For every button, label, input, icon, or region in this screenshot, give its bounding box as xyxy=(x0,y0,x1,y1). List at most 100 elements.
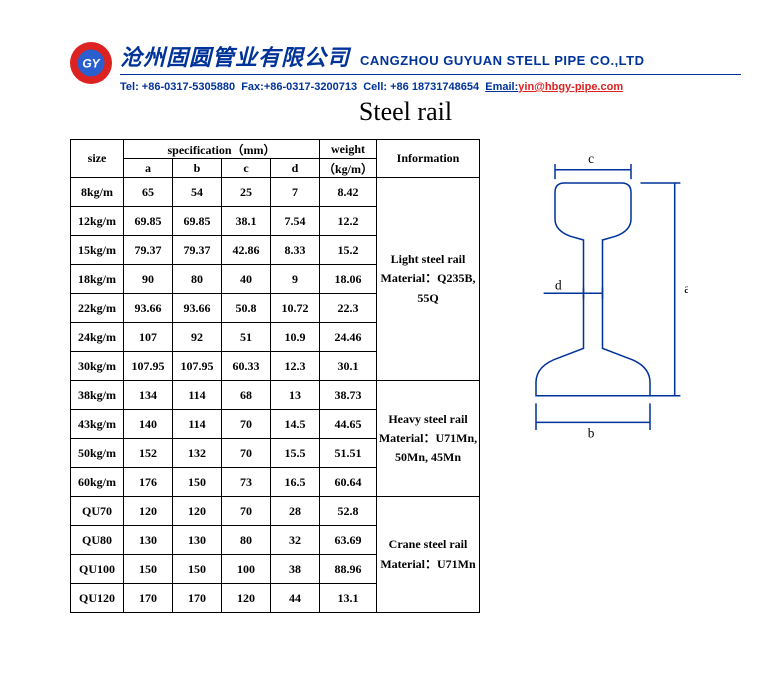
cell-c: 70 xyxy=(222,497,271,526)
cell-b: 114 xyxy=(173,381,222,410)
cell-size: 15kg/m xyxy=(71,236,124,265)
cell-w: 88.96 xyxy=(320,555,377,584)
cell-size: 30kg/m xyxy=(71,352,124,381)
cell-c: 120 xyxy=(222,584,271,613)
cell-a: 107.95 xyxy=(124,352,173,381)
cell-b: 93.66 xyxy=(173,294,222,323)
cell-w: 38.73 xyxy=(320,381,377,410)
rail-diagram: c a d b xyxy=(498,145,688,454)
cell-b: 80 xyxy=(173,265,222,294)
dim-label-b: b xyxy=(588,426,595,441)
cell-a: 79.37 xyxy=(124,236,173,265)
info-cell: Light steel railMaterial：Q235B,55Q xyxy=(377,178,480,381)
svg-text:GY: GY xyxy=(82,57,100,71)
cell-b: 114 xyxy=(173,410,222,439)
cell-b: 54 xyxy=(173,178,222,207)
cell-c: 51 xyxy=(222,323,271,352)
cell-w: 12.2 xyxy=(320,207,377,236)
th-spec: specification（mm） xyxy=(124,140,320,159)
cell-c: 42.86 xyxy=(222,236,271,265)
page-title: Steel rail xyxy=(70,97,741,127)
cell-b: 69.85 xyxy=(173,207,222,236)
th-c: c xyxy=(222,159,271,178)
cell-b: 107.95 xyxy=(173,352,222,381)
info-cell: Crane steel railMaterial：U71Mn xyxy=(377,497,480,613)
company-name-cn: 沧州固圆管业有限公司 xyxy=(120,40,350,72)
cell-c: 25 xyxy=(222,178,271,207)
company-name-en: CANGZHOU GUYUAN STELL PIPE CO.,LTD xyxy=(360,53,644,68)
cell-d: 13 xyxy=(271,381,320,410)
cell-b: 92 xyxy=(173,323,222,352)
cell-b: 170 xyxy=(173,584,222,613)
cell-size: QU120 xyxy=(71,584,124,613)
cell-w: 60.64 xyxy=(320,468,377,497)
cell-d: 15.5 xyxy=(271,439,320,468)
table-row: 38kg/m134114681338.73Heavy steel railMat… xyxy=(71,381,480,410)
cell-w: 15.2 xyxy=(320,236,377,265)
table-row: QU70120120702852.8Crane steel railMateri… xyxy=(71,497,480,526)
th-weight-2: （kg/m） xyxy=(320,159,377,178)
cell-a: 65 xyxy=(124,178,173,207)
cell-d: 38 xyxy=(271,555,320,584)
cell-size: 38kg/m xyxy=(71,381,124,410)
contact-line: Tel: +86-0317-5305880 Fax:+86-0317-32007… xyxy=(120,81,741,93)
cell-c: 40 xyxy=(222,265,271,294)
cell-c: 68 xyxy=(222,381,271,410)
cell-a: 130 xyxy=(124,526,173,555)
cell-d: 8.33 xyxy=(271,236,320,265)
cell-b: 132 xyxy=(173,439,222,468)
cell-c: 38.1 xyxy=(222,207,271,236)
cell-d: 16.5 xyxy=(271,468,320,497)
cell-a: 107 xyxy=(124,323,173,352)
cell-c: 80 xyxy=(222,526,271,555)
cell-a: 93.66 xyxy=(124,294,173,323)
dim-label-d: d xyxy=(555,277,562,292)
th-weight-1: weight xyxy=(320,140,377,159)
email-label: Email: xyxy=(485,81,518,93)
cell-size: 8kg/m xyxy=(71,178,124,207)
cell-w: 22.3 xyxy=(320,294,377,323)
cell-a: 69.85 xyxy=(124,207,173,236)
cell-a: 152 xyxy=(124,439,173,468)
cell-b: 130 xyxy=(173,526,222,555)
cell-c: 73 xyxy=(222,468,271,497)
cell-size: QU80 xyxy=(71,526,124,555)
cell-a: 134 xyxy=(124,381,173,410)
cell-size: 12kg/m xyxy=(71,207,124,236)
cell-size: QU100 xyxy=(71,555,124,584)
tel-value: +86-0317-5305880 xyxy=(142,81,235,93)
dim-label-a: a xyxy=(684,281,688,296)
cell-w: 24.46 xyxy=(320,323,377,352)
company-logo: GY xyxy=(70,42,112,84)
cell-w: 30.1 xyxy=(320,352,377,381)
cell-w: 13.1 xyxy=(320,584,377,613)
cell-d: 12.3 xyxy=(271,352,320,381)
cell-w: 18.06 xyxy=(320,265,377,294)
cell-b: 120 xyxy=(173,497,222,526)
cell-c: 70 xyxy=(222,410,271,439)
cell-a: 176 xyxy=(124,468,173,497)
cell-size: 18kg/m xyxy=(71,265,124,294)
cell-size: 60kg/m xyxy=(71,468,124,497)
th-size: size xyxy=(71,140,124,178)
cell-b: 150 xyxy=(173,468,222,497)
info-cell: Heavy steel railMaterial：U71Mn,50Mn, 45M… xyxy=(377,381,480,497)
cell-w: 52.8 xyxy=(320,497,377,526)
cell-c: 60.33 xyxy=(222,352,271,381)
fax-value: +86-0317-3200713 xyxy=(264,81,357,93)
cell-w: 51.51 xyxy=(320,439,377,468)
cell-size: 43kg/m xyxy=(71,410,124,439)
cell-w: 8.42 xyxy=(320,178,377,207)
cell-d: 10.9 xyxy=(271,323,320,352)
cell-d: 44 xyxy=(271,584,320,613)
cell-size: 50kg/m xyxy=(71,439,124,468)
cell-a: 120 xyxy=(124,497,173,526)
cell-size: 24kg/m xyxy=(71,323,124,352)
th-info: Information xyxy=(377,140,480,178)
cell-size: QU70 xyxy=(71,497,124,526)
dim-label-c: c xyxy=(588,151,594,166)
cell-d: 28 xyxy=(271,497,320,526)
cell-d: 32 xyxy=(271,526,320,555)
cell-a: 90 xyxy=(124,265,173,294)
cell-c: 50.8 xyxy=(222,294,271,323)
